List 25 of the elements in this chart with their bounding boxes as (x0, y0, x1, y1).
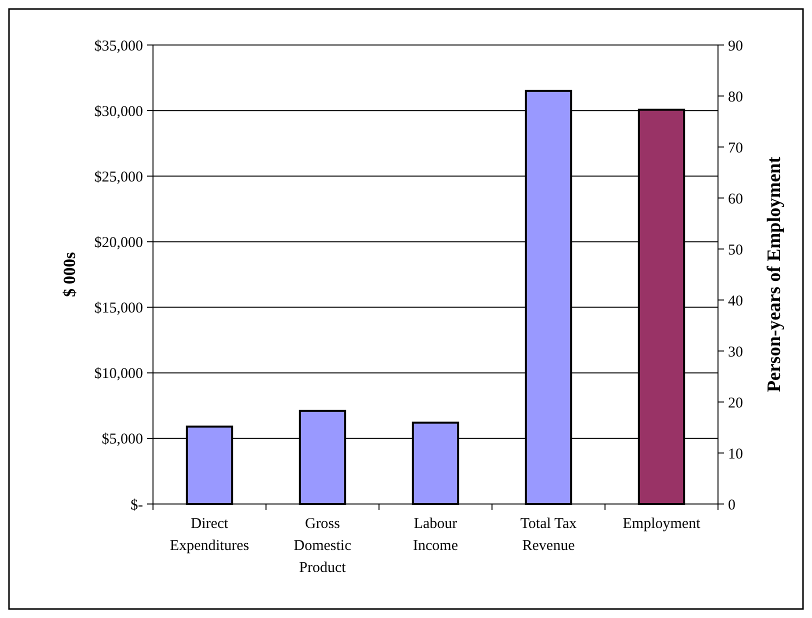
y-tick-label: $30,000 (94, 104, 143, 120)
x-tick-label: Gross Domestic Product (294, 516, 352, 576)
y2-tick-label: 10 (728, 446, 743, 462)
y-tick-label: $25,000 (94, 169, 143, 186)
y2-tick-label: 80 (728, 89, 743, 106)
y2-tick-label: 90 (728, 38, 743, 54)
y-tick-label: $20,000 (94, 234, 143, 251)
y2-tick-label: 20 (728, 395, 743, 412)
y2-axis-title: Person-years of Employment (764, 156, 785, 392)
y-tick-label: $- (130, 497, 143, 514)
y-tick-label: $10,000 (94, 366, 143, 382)
y-tick-label: $35,000 (94, 38, 143, 54)
x-tick-label: Labour Income (413, 516, 458, 554)
y-axis-title: $ 000s (60, 252, 79, 297)
y2-tick-label: 40 (728, 293, 743, 310)
y2-tick-label: 50 (728, 242, 743, 258)
y-tick-label: $5,000 (102, 432, 143, 448)
x-tick-label: Total Tax Revenue (520, 516, 578, 554)
y2-tick-label: 70 (728, 140, 743, 156)
y-tick-label: $15,000 (94, 300, 143, 317)
x-tick-label: Employment (622, 516, 702, 532)
x-tick-label: Direct Expenditures (170, 516, 250, 554)
y2-tick-label: 30 (728, 344, 743, 360)
y2-tick-label: 60 (728, 191, 743, 208)
y2-tick-label: 0 (728, 497, 736, 514)
